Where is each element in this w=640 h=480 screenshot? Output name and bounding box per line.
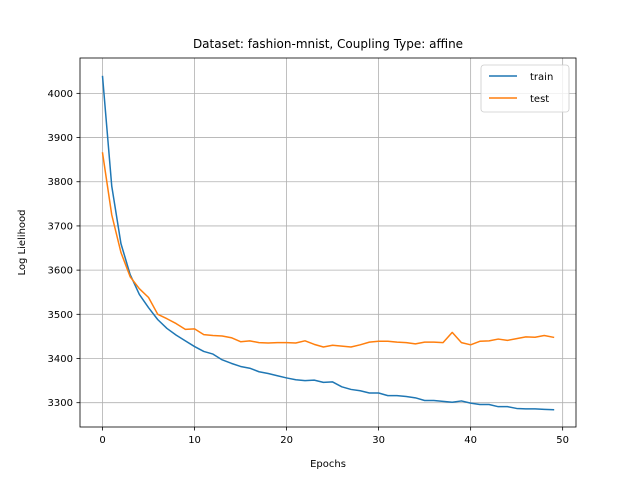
axes-frame xyxy=(79,57,577,428)
y-tick-label: 3900 xyxy=(48,133,73,144)
chart-title: Dataset: fashion-mnist, Coupling Type: a… xyxy=(193,37,463,51)
y-tick-label: 3500 xyxy=(48,310,73,321)
series-line-test xyxy=(101,152,555,348)
legend: train test xyxy=(480,64,570,113)
y-tick-label: 3800 xyxy=(48,177,73,188)
x-tick-label: 0 xyxy=(99,435,105,446)
axis-ticks: 0 10 20 30 40 50 3300 3400 3500 3600 3700 3800 3900 4… xyxy=(48,89,569,446)
x-tick-label: 50 xyxy=(556,435,569,446)
x-tick-label: 20 xyxy=(280,435,293,446)
legend-label-train: train xyxy=(530,72,553,83)
series-line-train xyxy=(101,75,555,411)
plot-area xyxy=(80,58,576,427)
y-tick-label: 3600 xyxy=(48,266,73,277)
grid-lines xyxy=(80,58,576,427)
y-axis-label: Log Lielihood xyxy=(17,209,28,275)
legend-box xyxy=(480,64,570,113)
x-tick-label: 40 xyxy=(464,435,477,446)
legend-label-test: test xyxy=(530,94,549,105)
x-tick-label: 10 xyxy=(188,435,201,446)
y-tick-label: 4000 xyxy=(48,89,73,100)
series-lines xyxy=(101,75,555,411)
y-tick-label: 3400 xyxy=(48,354,73,365)
x-tick-label: 30 xyxy=(372,435,385,446)
x-axis-label: Epochs xyxy=(310,459,346,470)
y-tick-label: 3700 xyxy=(48,221,73,232)
y-tick-label: 3300 xyxy=(48,398,73,409)
